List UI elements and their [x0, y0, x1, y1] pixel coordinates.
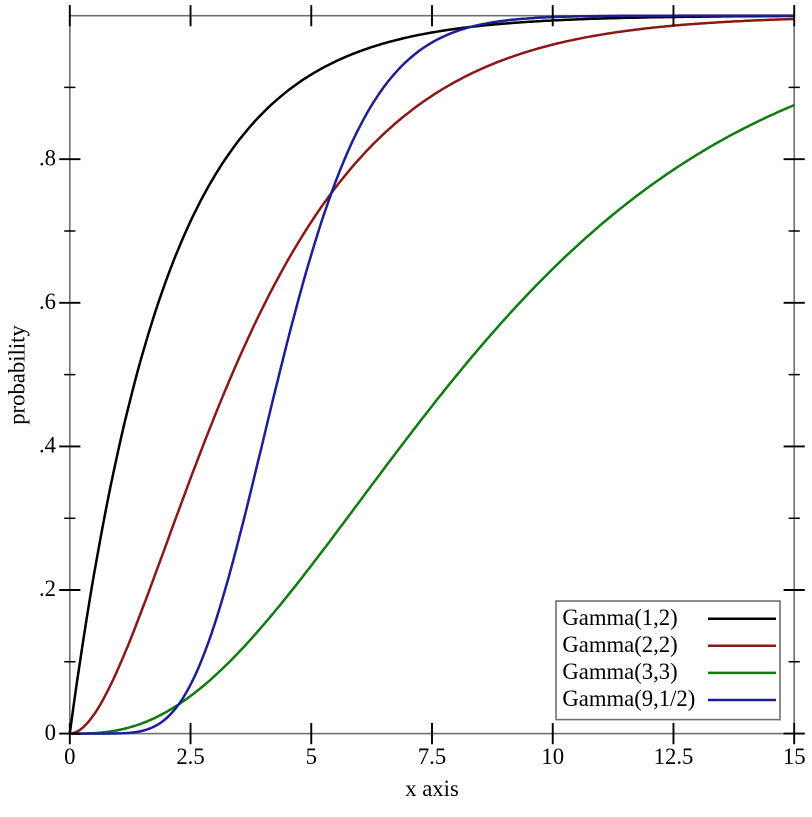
svg-text:0: 0 [45, 720, 56, 745]
svg-text:x axis: x axis [405, 776, 459, 801]
svg-text:Gamma(3,3): Gamma(3,3) [562, 659, 677, 684]
svg-text:10: 10 [541, 744, 564, 769]
svg-text:15: 15 [783, 744, 806, 769]
svg-text:.4: .4 [39, 433, 56, 458]
svg-text:probability: probability [5, 325, 30, 425]
svg-text:7.5: 7.5 [418, 744, 446, 769]
svg-text:.8: .8 [39, 145, 56, 170]
svg-text:Gamma(1,2): Gamma(1,2) [562, 605, 677, 630]
svg-text:Gamma(2,2): Gamma(2,2) [562, 632, 677, 657]
svg-text:.6: .6 [39, 289, 56, 314]
svg-text:Gamma(9,1/2): Gamma(9,1/2) [562, 686, 695, 711]
svg-text:12.5: 12.5 [654, 744, 694, 769]
svg-text:.2: .2 [39, 576, 56, 601]
svg-text:0: 0 [64, 744, 75, 769]
svg-text:2.5: 2.5 [176, 744, 204, 769]
svg-text:5: 5 [306, 744, 317, 769]
